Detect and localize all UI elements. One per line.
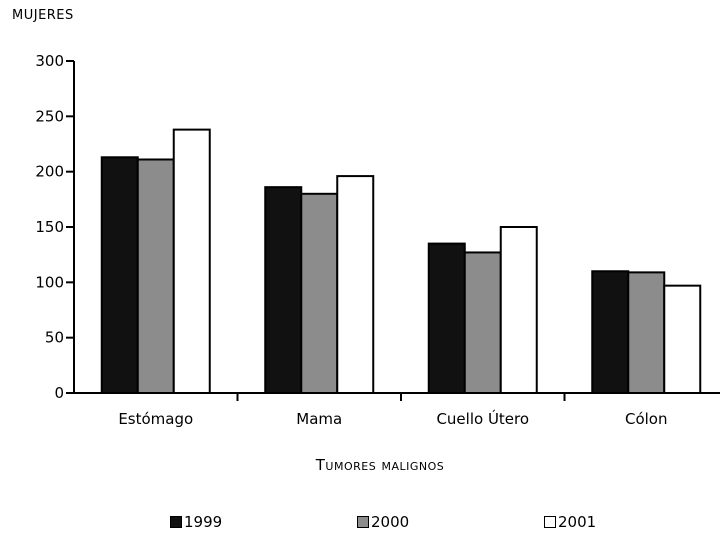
bar-2000-1	[300, 192, 339, 394]
legend-swatch-1999	[170, 516, 182, 528]
bar-2000-3	[627, 271, 666, 394]
y-tick-label-4: 200	[35, 163, 64, 181]
bar-2001-2	[499, 226, 538, 394]
bar-2001-3	[663, 284, 702, 394]
bar-1999-0	[100, 156, 139, 394]
legend-label-2000: 2000	[371, 513, 410, 531]
x-axis-label: Tumores malignos	[315, 456, 445, 474]
y-tick-label-3: 150	[35, 218, 64, 236]
legend-label-2001: 2001	[558, 513, 597, 531]
legend-item-1999: 1999	[170, 513, 222, 531]
x-tick-label-2: Cuello Útero	[436, 409, 529, 428]
legend: 1999 2000 2001	[0, 513, 720, 533]
x-tick-label-1: Mama	[296, 410, 342, 428]
bar-2000-0	[136, 158, 175, 394]
y-tick-label-6: 300	[35, 52, 64, 70]
bar-1999-3	[591, 270, 630, 394]
x-tick-label-0: Estómago	[118, 410, 193, 428]
legend-swatch-2001	[544, 516, 556, 528]
y-tick-label-5: 250	[35, 107, 64, 125]
legend-swatch-2000	[357, 516, 369, 528]
x-tick-label-3: Cólon	[625, 410, 668, 428]
bar-2000-2	[463, 251, 502, 394]
y-tick-label-0: 0	[54, 384, 64, 402]
y-tick-label-1: 50	[45, 329, 64, 347]
legend-item-2001: 2001	[544, 513, 596, 531]
bar-1999-1	[264, 186, 303, 394]
legend-item-2000: 2000	[357, 513, 409, 531]
bar-2001-0	[172, 128, 211, 394]
bar-2001-1	[336, 175, 375, 394]
y-tick-label-2: 100	[35, 273, 64, 291]
bar-1999-2	[427, 242, 466, 394]
y-axis-label: MUJERES	[12, 8, 74, 23]
legend-label-1999: 1999	[184, 513, 223, 531]
